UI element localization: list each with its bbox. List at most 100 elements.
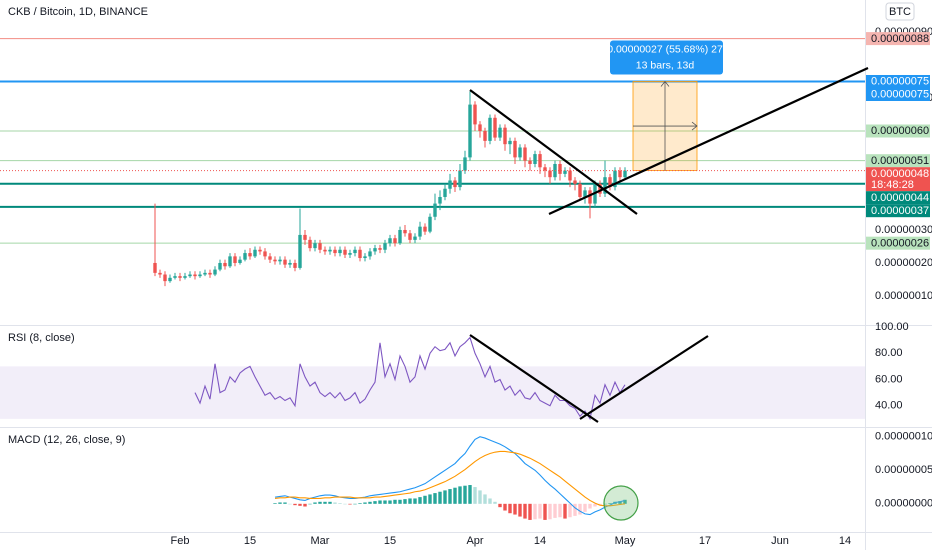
histogram-bar [513,503,517,515]
candle-body [438,196,442,204]
candle-body [453,180,457,188]
histogram-bar [533,503,537,520]
trendline [469,89,638,215]
histogram-bar [423,495,427,504]
histogram-bar [538,503,542,519]
candle-body [288,262,292,265]
candle-body [578,183,582,197]
candle-body [348,253,352,255]
histogram-bar [623,499,627,504]
candle-body [338,249,342,254]
histogram-bar [328,501,332,504]
histogram-bar [578,503,582,515]
candle-body [598,183,602,194]
price-badge-label: 0.00000075 [871,89,929,101]
histogram-bar [418,497,422,504]
indicator-line [274,450,626,507]
candle-body [228,256,232,267]
histogram-bar [458,486,462,504]
candle-body [293,262,297,268]
candle-body [528,160,532,164]
chart-title: CKB / Bitcoin, 1D, BINANCE [8,6,148,18]
candle-body [163,274,167,282]
candle-body [213,269,217,275]
candle-body [368,251,372,257]
candle-body [418,226,422,237]
candle-body [613,170,617,188]
histogram-bar [588,503,592,509]
x-tick-label: Mar [311,535,330,547]
histogram-bar [323,501,327,504]
histogram-bar [333,502,337,504]
candle-body [538,154,542,168]
histogram-bar [543,503,547,520]
x-tick-label: Jun [771,535,789,547]
candle-body [413,236,417,240]
price-badge-label: 0.00000060 [871,125,929,137]
candle-body [468,104,472,158]
histogram-bar [453,487,457,504]
histogram-bar [303,503,307,507]
histogram-bar [298,503,302,506]
y-tick-label: 100.00 [875,321,909,333]
histogram-bar [563,503,567,519]
histogram-bar [363,502,367,504]
price-badge [866,167,930,192]
candle-body [433,203,437,217]
currency-label[interactable]: BTC [889,6,911,18]
indicator-line [274,436,626,516]
histogram-bar [398,499,402,504]
candle-body [363,256,367,259]
candle-body [458,170,462,188]
histogram-bar [368,501,372,504]
candle-body [473,104,477,125]
histogram-bar [358,503,362,504]
histogram-bar [498,503,502,508]
histogram-bar [408,498,412,504]
candle-body [353,249,357,254]
candle-body [193,274,197,277]
measure-sublabel: 13 bars, 13d [636,59,695,71]
histogram-bar [273,503,277,504]
histogram-bar [478,490,482,504]
candle-body [588,190,592,204]
macd-title: MACD (12, 26, close, 9) [8,434,125,446]
y-tick-label: 0.00000030 [875,224,932,236]
currency-button[interactable] [885,2,915,21]
candle-body [158,272,162,275]
price-badge [866,74,930,88]
histogram-bar [278,502,282,504]
price-badge [866,236,930,250]
histogram-bar [548,503,552,520]
indicator-line [194,336,626,421]
histogram-bar [413,498,417,504]
histogram-bar [288,503,292,505]
candle-body [308,239,312,249]
candle-body [313,243,317,249]
x-tick-label: 15 [384,535,396,547]
candle-body [563,170,567,174]
histogram-bar [518,503,522,517]
candle-body [568,170,572,181]
y-tick-label: 0.00000010 [875,290,932,302]
histogram-bar [353,503,357,505]
candle-body [223,262,227,267]
histogram-bar [523,503,527,519]
measure-arrowhead [691,121,698,131]
histogram-bar [568,503,572,518]
histogram-bar [343,503,347,505]
candle-body [268,256,272,260]
histogram-bar [318,501,322,504]
candle-body [283,259,287,265]
candle-body [408,233,412,240]
candle-body [233,256,237,263]
price-badge-label: 0.00000051 [871,155,929,167]
measure-label: 0.00000027 (55.68%) 27 [607,43,723,55]
trendline [579,335,709,420]
histogram-bar [393,499,397,504]
histogram-bar [583,503,587,512]
histogram-bar [428,494,432,504]
histogram-bar [573,503,577,516]
candle-body [303,234,307,240]
